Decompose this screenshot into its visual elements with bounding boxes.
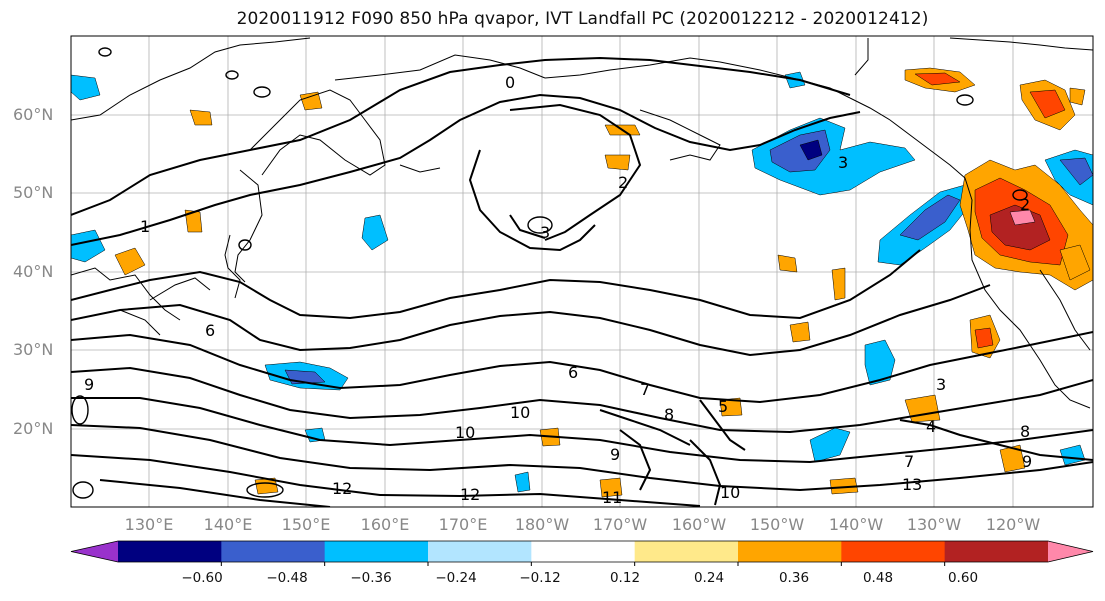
- colorbar-segment: [221, 541, 326, 562]
- lon-label-160w: 160°W: [671, 515, 727, 534]
- colorbar-tick-label: −0.48: [266, 570, 308, 586]
- contour-label: 7: [904, 452, 914, 471]
- colorbar-tick-label: −0.24: [435, 570, 477, 586]
- lon-label-120w: 120°W: [985, 515, 1041, 534]
- colorbar-segment: [841, 541, 946, 562]
- lat-label-30n: 30°N: [13, 340, 54, 359]
- colorbar-extend-high: [1048, 541, 1093, 562]
- colorbar-outline: [70, 540, 1094, 563]
- colorbar-extend-low: [71, 541, 118, 562]
- map-frame: [70, 35, 1094, 508]
- colorbar: [70, 540, 1094, 566]
- contour-label: 9: [610, 445, 620, 464]
- contour-label: 9: [84, 375, 94, 394]
- colorbar-tick-label: 0.60: [947, 570, 979, 586]
- lat-label-40n: 40°N: [13, 262, 54, 281]
- colorbar-tick-label: −0.36: [350, 570, 392, 586]
- lon-label-140e: 140°E: [203, 515, 253, 534]
- contour-label: 5: [718, 397, 728, 416]
- map-title: 2020011912 F090 850 hPa qvapor, IVT Land…: [236, 9, 929, 29]
- lon-label-150e: 150°E: [281, 515, 331, 534]
- lat-label-60n: 60°N: [13, 105, 54, 124]
- contour-label: 12: [332, 479, 352, 498]
- contour-label: 13: [902, 475, 922, 494]
- contour-label: 10: [720, 483, 740, 502]
- contour-label: 10: [455, 423, 475, 442]
- contour-label: 9: [1022, 452, 1032, 471]
- lon-label-150w: 150°W: [749, 515, 805, 534]
- negative-shading: [71, 71, 1093, 493]
- colorbar-tick-label: −0.60: [181, 570, 223, 586]
- colorbar-tick-label: 0.36: [778, 570, 810, 586]
- colorbar-segment: [738, 541, 842, 562]
- lon-label-130e: 130°E: [124, 515, 174, 534]
- contour-label: 2: [1020, 195, 1030, 214]
- lon-label-170w: 170°W: [592, 515, 648, 534]
- colorbar-segment: [428, 541, 532, 562]
- lon-label-180w: 180°W: [514, 515, 570, 534]
- colorbar-tick-label: −0.12: [519, 570, 561, 586]
- contour-label: 8: [664, 405, 674, 424]
- contour-label: 11: [602, 488, 622, 507]
- contour-label: 8: [1020, 422, 1030, 441]
- contour-label: 3: [936, 375, 946, 394]
- contour-label: 3: [838, 153, 848, 172]
- contour-label: 3: [540, 223, 550, 242]
- map-area: [71, 36, 1093, 507]
- lon-label-140w: 140°W: [828, 515, 884, 534]
- lat-label-50n: 50°N: [13, 183, 54, 202]
- contour-label: 2: [618, 173, 628, 192]
- colorbar-segment: [118, 541, 222, 562]
- contour-label: 4: [926, 417, 936, 436]
- colorbar-tick-label: 0.12: [609, 570, 641, 586]
- lat-label-20n: 20°N: [13, 419, 54, 438]
- contour-label: 12: [460, 485, 480, 504]
- colorbar-tick-label: 0.24: [693, 570, 725, 586]
- gridlines: [71, 36, 1093, 507]
- contour-blobs: [71, 47, 1028, 499]
- colorbar-segment: [324, 541, 429, 562]
- contour-label: 10: [510, 403, 530, 422]
- colorbar-segment: [634, 541, 739, 562]
- colorbar-segment: [531, 541, 636, 562]
- contour-label: 6: [568, 363, 578, 382]
- colorbar-segment: [944, 541, 1049, 562]
- colorbar-tick-label: 0.48: [862, 570, 894, 586]
- lon-label-170e: 170°E: [438, 515, 488, 534]
- contour-label: 7: [640, 380, 650, 399]
- lon-label-130w: 130°W: [906, 515, 962, 534]
- lon-label-160e: 160°E: [360, 515, 410, 534]
- contour-label: 0: [505, 73, 515, 92]
- contour-label: 1: [140, 217, 150, 236]
- coastlines: [71, 37, 1093, 409]
- positive-shading: [114, 67, 1093, 498]
- contour-label: 6: [205, 321, 215, 340]
- contours: [71, 56, 1093, 507]
